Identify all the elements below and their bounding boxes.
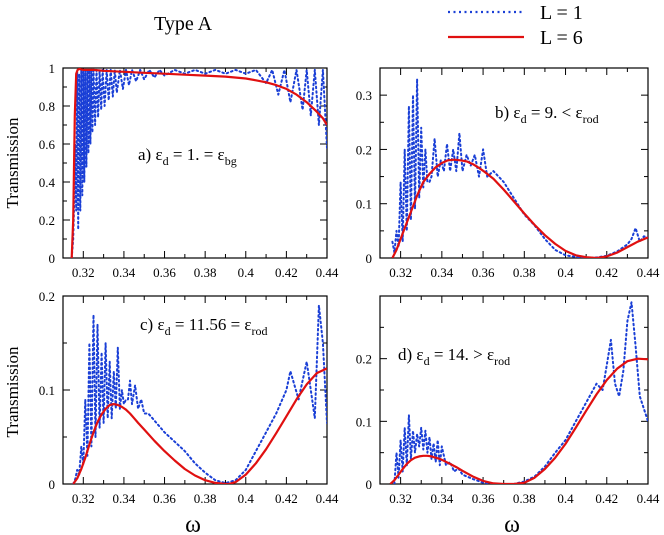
panel-d-xtick-label: 0.38 (513, 491, 536, 506)
panel-d-series-l1 (393, 301, 648, 484)
panel-c-annotation: c) εd = 11.56 = εrod (140, 315, 268, 338)
panel-c-xtick-label: 0.36 (153, 491, 176, 506)
panel-b-xtick-label: 0.36 (472, 265, 495, 280)
legend: L = 1 L = 6 (448, 2, 583, 49)
panel-d-xtick-label: 0.36 (472, 491, 495, 506)
panel-b-annotation: b) εd = 9. < εrod (495, 103, 599, 126)
panel-b-xtick-label: 0.32 (389, 265, 412, 280)
panel-b: 0.32 0.34 0.36 0.38 0.4 0.42 0.44 0 0.1 0.2 0.3 b) … (356, 67, 660, 280)
panel-c-xtick-label: 0.44 (316, 491, 339, 506)
panel-d-ytick-label: 0 (366, 477, 373, 492)
panel-d-xtick-label: 0.44 (637, 491, 660, 506)
legend-label-l6: L = 6 (540, 27, 583, 49)
panel-a-ytick-label: 0.4 (39, 175, 56, 190)
panel-a-xtick-label: 0.38 (194, 265, 217, 280)
panel-a-annotation: a) εd = 1. = εbg (138, 145, 237, 168)
panel-c-series-l1 (72, 304, 327, 484)
panel-b-frame (379, 67, 649, 259)
panel-a-series-l6 (70, 68, 327, 258)
panel-b-series-l6 (391, 158, 648, 258)
y-axis-title-top: Transmission (3, 117, 22, 209)
x-axis-title-left: ω (185, 512, 201, 535)
panel-c-xtick-label: 0.34 (113, 491, 136, 506)
panel-b-ytick-label: 0.3 (356, 88, 372, 103)
panel-c-ytick-label: 0.2 (39, 289, 55, 304)
x-axis-title-right: ω (504, 512, 520, 535)
panel-c-ytick-label: 0 (49, 477, 56, 492)
panel-c-xtick-label: 0.4 (238, 491, 255, 506)
panel-a-series-l1 (70, 68, 327, 258)
panel-c-xtick-label: 0.42 (275, 491, 298, 506)
panel-d-xtick-label: 0.32 (389, 491, 412, 506)
panel-d: 0.32 0.34 0.36 0.38 0.4 0.42 0.44 0 0.1 0.2 d) εd … (356, 295, 660, 506)
panel-d-xtick-label: 0.34 (430, 491, 453, 506)
panel-b-xtick-label: 0.44 (637, 265, 660, 280)
panel-b-xtick-label: 0.42 (595, 265, 618, 280)
panel-c: 0.32 0.34 0.36 0.38 0.4 0.42 0.44 0 0.1 0.2 c) εd … (39, 289, 339, 506)
panel-c-xtick-label: 0.32 (72, 491, 95, 506)
panel-d-ytick-label: 0.2 (356, 352, 372, 367)
panel-b-series-l1 (391, 77, 648, 258)
panel-d-ytick-label: 0.1 (356, 414, 372, 429)
panel-a-xtick-label: 0.4 (238, 265, 255, 280)
panel-d-xtick-label: 0.42 (595, 491, 618, 506)
panel-d-series-l6 (389, 357, 648, 484)
panel-a-xtick-label: 0.36 (153, 265, 176, 280)
panel-c-series-l6 (72, 367, 327, 484)
legend-label-l1: L = 1 (540, 2, 583, 24)
panel-d-xtick-label: 0.4 (557, 491, 574, 506)
figure-title: Type A (154, 13, 213, 35)
panel-a-ytick-label: 0 (49, 251, 56, 266)
panel-c-ytick-label: 0.1 (39, 383, 55, 398)
panel-a-xtick-label: 0.44 (316, 265, 339, 280)
panel-b-xtick-label: 0.4 (557, 265, 574, 280)
panel-a-ytick-label: 0.6 (39, 137, 56, 152)
panel-b-xtick-label: 0.38 (513, 265, 536, 280)
y-axis-title-bottom: Transmission (3, 346, 22, 438)
panel-a: 0.32 0.34 0.36 0.38 0.4 0.42 0.44 0 0.2 0.4 0.6 0.8… (39, 61, 339, 280)
panel-c-xtick-label: 0.38 (194, 491, 217, 506)
panel-b-ytick-label: 0 (366, 251, 373, 266)
panel-b-xtick-label: 0.34 (430, 265, 453, 280)
panel-a-xtick-label: 0.42 (275, 265, 298, 280)
panel-a-ytick-label: 0.2 (39, 213, 55, 228)
panel-d-annotation: d) εd = 14. > εrod (398, 345, 510, 368)
panel-a-xtick-label: 0.34 (113, 265, 136, 280)
panel-b-ytick-label: 0.2 (356, 142, 372, 157)
panel-a-ytick-label: 0.8 (39, 99, 55, 114)
panel-a-xtick-label: 0.32 (72, 265, 95, 280)
panel-a-ytick-label: 1 (49, 61, 56, 76)
panel-b-ytick-label: 0.1 (356, 197, 372, 212)
